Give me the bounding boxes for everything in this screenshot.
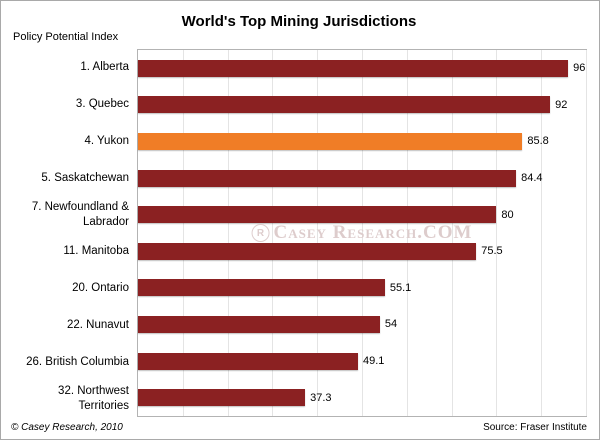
bar-value: 80 <box>501 208 514 221</box>
category-label: 7. Newfoundland & Labrador <box>31 201 129 228</box>
gridline <box>227 50 229 416</box>
bar-value: 92 <box>555 98 568 111</box>
category-label: 4. Yukon <box>84 134 129 147</box>
bar-row: 75.5 <box>138 233 586 270</box>
bar-value: 96 <box>573 62 586 75</box>
bar-row: 49.1 <box>138 343 586 380</box>
category-label: 1. Alberta <box>80 61 129 74</box>
bar-value: 54 <box>384 318 398 331</box>
bar <box>138 59 569 77</box>
bar <box>138 389 306 407</box>
gridline <box>272 50 274 416</box>
category-label: 26. British Columbia <box>26 355 129 368</box>
bar <box>138 279 385 297</box>
gridline <box>496 50 498 416</box>
gridline <box>317 50 319 416</box>
source-text: Source: Fraser Institute <box>483 422 587 433</box>
bar-row: 96 <box>138 50 586 87</box>
copyright-text: © Casey Research, 2010 <box>11 422 123 433</box>
category-label: 22. Nunavut <box>66 318 129 331</box>
bar-row: 37.3 <box>138 379 586 416</box>
category-label: 5. Saskatchewan <box>41 171 129 184</box>
bar-value: 37.3 <box>310 391 332 404</box>
bar-chart: 1. Alberta 3. Quebec 4. Yukon 5. Saskatchew… <box>11 49 587 417</box>
bar <box>138 315 380 333</box>
bar-value: 49.1 <box>362 355 385 368</box>
category-label: 32. Northwest Territories <box>58 385 129 412</box>
bar <box>138 169 517 187</box>
bar-row: 80 <box>138 196 586 233</box>
gridline <box>406 50 408 416</box>
plot-area: R Casey Research.COM 96 92 85.8 84.4 80 75.5 5… <box>137 49 587 417</box>
bar <box>138 96 551 114</box>
category-label: 11. Manitoba <box>63 245 129 258</box>
bar <box>138 242 477 260</box>
bar <box>138 352 358 370</box>
bar-value: 85.8 <box>527 135 549 148</box>
category-labels: 1. Alberta 3. Quebec 4. Yukon 5. Saskatchew… <box>11 49 137 417</box>
bar-row: 85.8 <box>138 123 586 160</box>
bar-row: 55.1 <box>138 270 586 307</box>
category-label: 3. Quebec <box>75 98 129 110</box>
bar-value: 55.1 <box>389 281 412 294</box>
chart-title: World's Top Mining Jurisdictions <box>181 13 417 30</box>
bar-value: 84.4 <box>521 172 543 185</box>
axis-label: Policy Potential Index <box>13 31 119 43</box>
chart-header: World's Top Mining Jurisdictions Policy … <box>11 9 587 43</box>
gridline <box>362 50 363 416</box>
bar-highlighted <box>138 132 523 150</box>
bar-row: 92 <box>138 87 586 124</box>
bar-row: 84.4 <box>138 160 586 197</box>
category-label: 20. Ontario <box>72 281 129 294</box>
gridline <box>541 50 543 416</box>
gridline <box>586 50 587 416</box>
chart-footer: © Casey Research, 2010 Source: Fraser In… <box>11 417 587 433</box>
bar-value: 75.5 <box>481 245 503 258</box>
gridline <box>451 50 453 416</box>
bar-row: 54 <box>138 306 586 343</box>
gridline <box>182 50 184 416</box>
bar <box>138 206 497 224</box>
